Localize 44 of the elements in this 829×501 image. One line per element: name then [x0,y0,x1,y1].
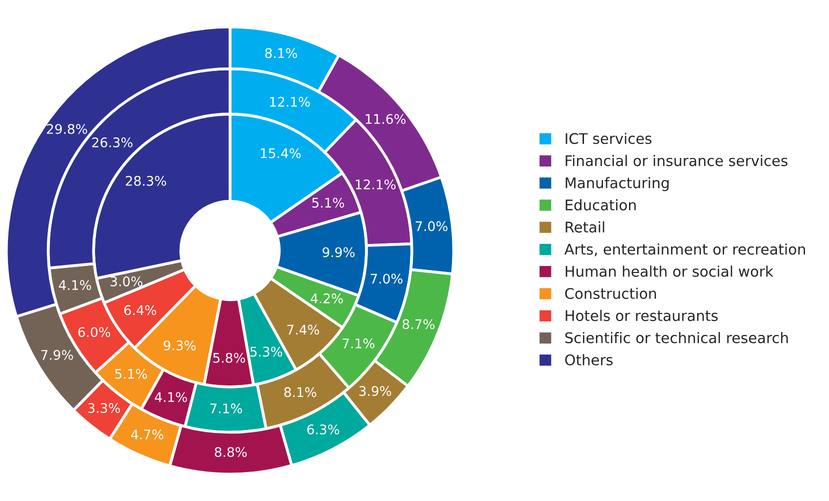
data-label: 4.2% [310,293,343,304]
data-label: 8.7% [402,319,434,330]
legend-label: ICT services [566,132,652,144]
data-label: 5.8% [213,352,246,363]
data-label: 5.3% [250,346,282,357]
data-label: 3.9% [359,386,392,396]
data-label: 4.1% [154,392,187,402]
data-label: 6.4% [124,305,156,316]
data-label: 3.3% [88,403,120,414]
data-label: 15.4% [260,148,301,158]
data-label: 9.9% [322,247,355,258]
data-label: 7.1% [342,338,374,348]
data-label: 29.8% [46,124,88,134]
data-label: 8.8% [214,447,247,458]
legend-label: Hotels or restaurants [566,310,718,322]
data-label: 4.7% [131,429,164,440]
legend-label: Retail [566,221,604,233]
data-label: 7.1% [210,403,242,414]
legend-label: Human health or social work [566,266,774,277]
legend-label: Financial or insurance services [566,154,788,166]
data-label: 7.0% [416,221,448,232]
data-label: 9.3% [164,340,196,350]
data-label: 7.9% [41,350,73,360]
data-label: 5.1% [312,198,344,208]
data-label: 5.1% [115,368,148,379]
legend-label: Education [566,199,636,210]
data-label: 4.1% [58,280,92,290]
data-label: 11.6% [366,114,406,124]
data-label: 12.1% [270,96,310,107]
legend-label: Others [565,354,613,366]
legend-label: Manufacturing [566,177,669,192]
data-label: 7.0% [370,274,402,284]
data-label: 8.1% [284,387,316,398]
data-label: 26.3% [92,137,132,148]
data-label: 3.0% [110,276,142,286]
legend-label: Construction [565,288,656,299]
data-label: 6.0% [78,327,110,338]
data-label: 28.3% [126,176,166,186]
legend-label: Arts, entertainment or recreation [564,243,805,256]
data-label: 12.1% [356,179,396,190]
data-label: 6.3% [307,424,340,434]
legend-label: Scientific or technical research [565,332,788,344]
data-label: 8.1% [265,48,298,58]
data-label: 7.4% [287,324,320,335]
